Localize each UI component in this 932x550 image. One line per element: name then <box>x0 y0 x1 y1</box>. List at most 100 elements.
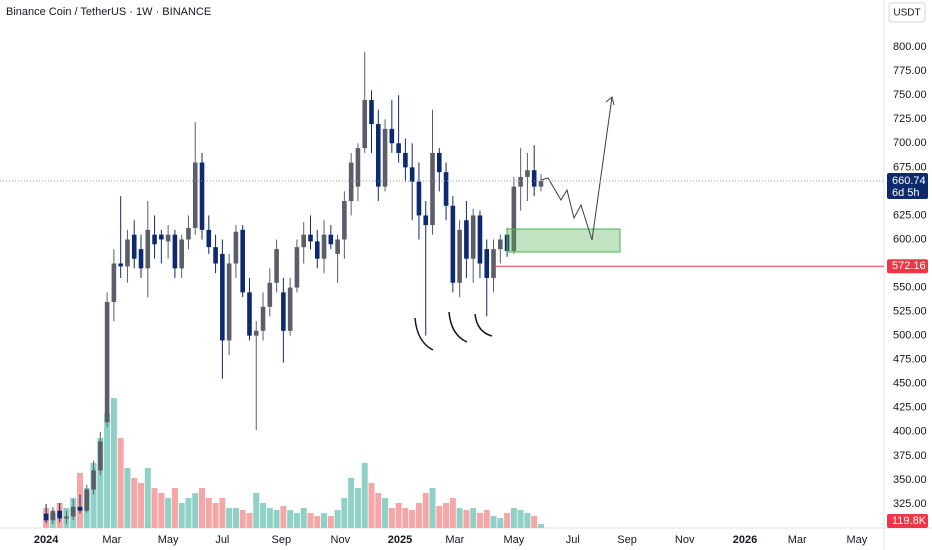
candle-body <box>423 215 429 226</box>
volume-bar <box>199 488 206 528</box>
volume-bar <box>178 503 185 528</box>
candle-body <box>233 231 239 264</box>
candle-body <box>220 253 225 341</box>
volume-bar <box>361 463 368 528</box>
candle-body <box>43 513 49 521</box>
volume-bar <box>90 463 97 528</box>
candle-body <box>247 292 252 336</box>
x-tick-label: Jul <box>566 534 580 546</box>
volume-bar <box>348 478 355 528</box>
volume-bar <box>192 493 199 528</box>
candle-body <box>321 234 327 259</box>
currency[interactable]: USDT <box>893 8 920 19</box>
volume-bar <box>300 508 307 528</box>
candle-body <box>253 330 259 336</box>
volume-bar <box>104 413 111 528</box>
volume-bar <box>117 438 124 528</box>
level-label: 572.16 <box>892 260 926 272</box>
candle-body <box>430 152 435 226</box>
y-tick-label: 600.00 <box>893 233 927 245</box>
volume-bar <box>260 503 267 528</box>
y-tick-label: 775.00 <box>893 65 927 77</box>
volume-bar <box>531 516 538 528</box>
volume-bar <box>395 503 402 528</box>
volume-bar <box>266 508 273 528</box>
y-tick-label: 750.00 <box>893 89 927 101</box>
candle-body <box>294 247 300 288</box>
candle-body <box>192 162 198 228</box>
candle-body <box>335 239 340 254</box>
countdown: 6d 5h <box>892 187 920 199</box>
x-tick-label: Sep <box>272 534 292 546</box>
volume-bar <box>341 498 348 528</box>
volume-bar <box>456 508 463 528</box>
volume-bar <box>497 518 504 528</box>
y-tick-label: 625.00 <box>893 209 927 221</box>
volume-bar <box>388 508 395 528</box>
candle-body <box>260 306 266 331</box>
candle-body <box>538 181 544 187</box>
volume-bar <box>124 468 131 528</box>
volume-bar <box>490 516 497 528</box>
volume-bar <box>138 483 145 528</box>
candle-body <box>375 124 381 187</box>
volume-bar <box>409 510 416 528</box>
volume-bar <box>382 498 389 528</box>
volume-bar <box>226 508 233 528</box>
volume-bar <box>280 506 287 528</box>
y-tick-label: 475.00 <box>893 354 927 366</box>
last-price-label: 660.74 <box>892 175 926 187</box>
x-tick-label: Jul <box>215 534 229 546</box>
candle-body <box>464 220 469 259</box>
candle-body <box>457 229 462 283</box>
x-tick-label: May <box>503 534 524 546</box>
candle-body <box>145 229 151 269</box>
y-tick-label: 350.00 <box>893 474 927 486</box>
candle-body <box>362 100 368 149</box>
x-tick-label: 2026 <box>733 534 757 546</box>
x-tick-label: Sep <box>617 534 637 546</box>
y-tick-label: 425.00 <box>893 402 927 414</box>
currency-box[interactable] <box>888 2 926 23</box>
chart-title: Binance Coin / TetherUS · 1W · BINANCE <box>6 6 211 18</box>
candle-body <box>50 510 56 521</box>
volume-bar <box>144 468 151 528</box>
volume-bar <box>165 498 172 528</box>
candle-body <box>470 215 476 259</box>
volume-bar <box>253 493 260 528</box>
candle-body <box>267 282 273 307</box>
volume-bar <box>463 510 470 528</box>
y-tick-label: 500.00 <box>893 330 927 342</box>
candle-body <box>416 181 422 216</box>
candle-body <box>328 234 334 245</box>
candle-body <box>77 506 83 511</box>
candle-body <box>525 170 530 177</box>
candle-body <box>57 510 62 519</box>
candle-body <box>355 148 361 187</box>
volume-label: 119.8K <box>892 515 927 527</box>
volume-bar <box>185 498 192 528</box>
volume-bar <box>470 508 477 528</box>
candle-body <box>138 249 144 269</box>
candle-body <box>91 470 96 490</box>
candle-body <box>104 301 110 423</box>
candle-body <box>159 234 164 240</box>
volume-bar <box>483 510 490 528</box>
volume-bar <box>97 438 104 528</box>
candle-body <box>84 489 90 511</box>
candle-body <box>64 516 69 519</box>
volume-bar <box>273 510 280 528</box>
volume-bar <box>449 498 456 528</box>
candle-body <box>274 249 279 283</box>
volume-bar <box>307 513 314 528</box>
candle-body <box>179 239 184 269</box>
projection-path <box>540 96 613 241</box>
curve <box>474 313 493 337</box>
candle-body <box>152 234 157 245</box>
candle-body <box>131 234 137 259</box>
volume-bar <box>517 510 524 528</box>
level-box <box>887 259 928 274</box>
candle-body <box>348 162 354 202</box>
